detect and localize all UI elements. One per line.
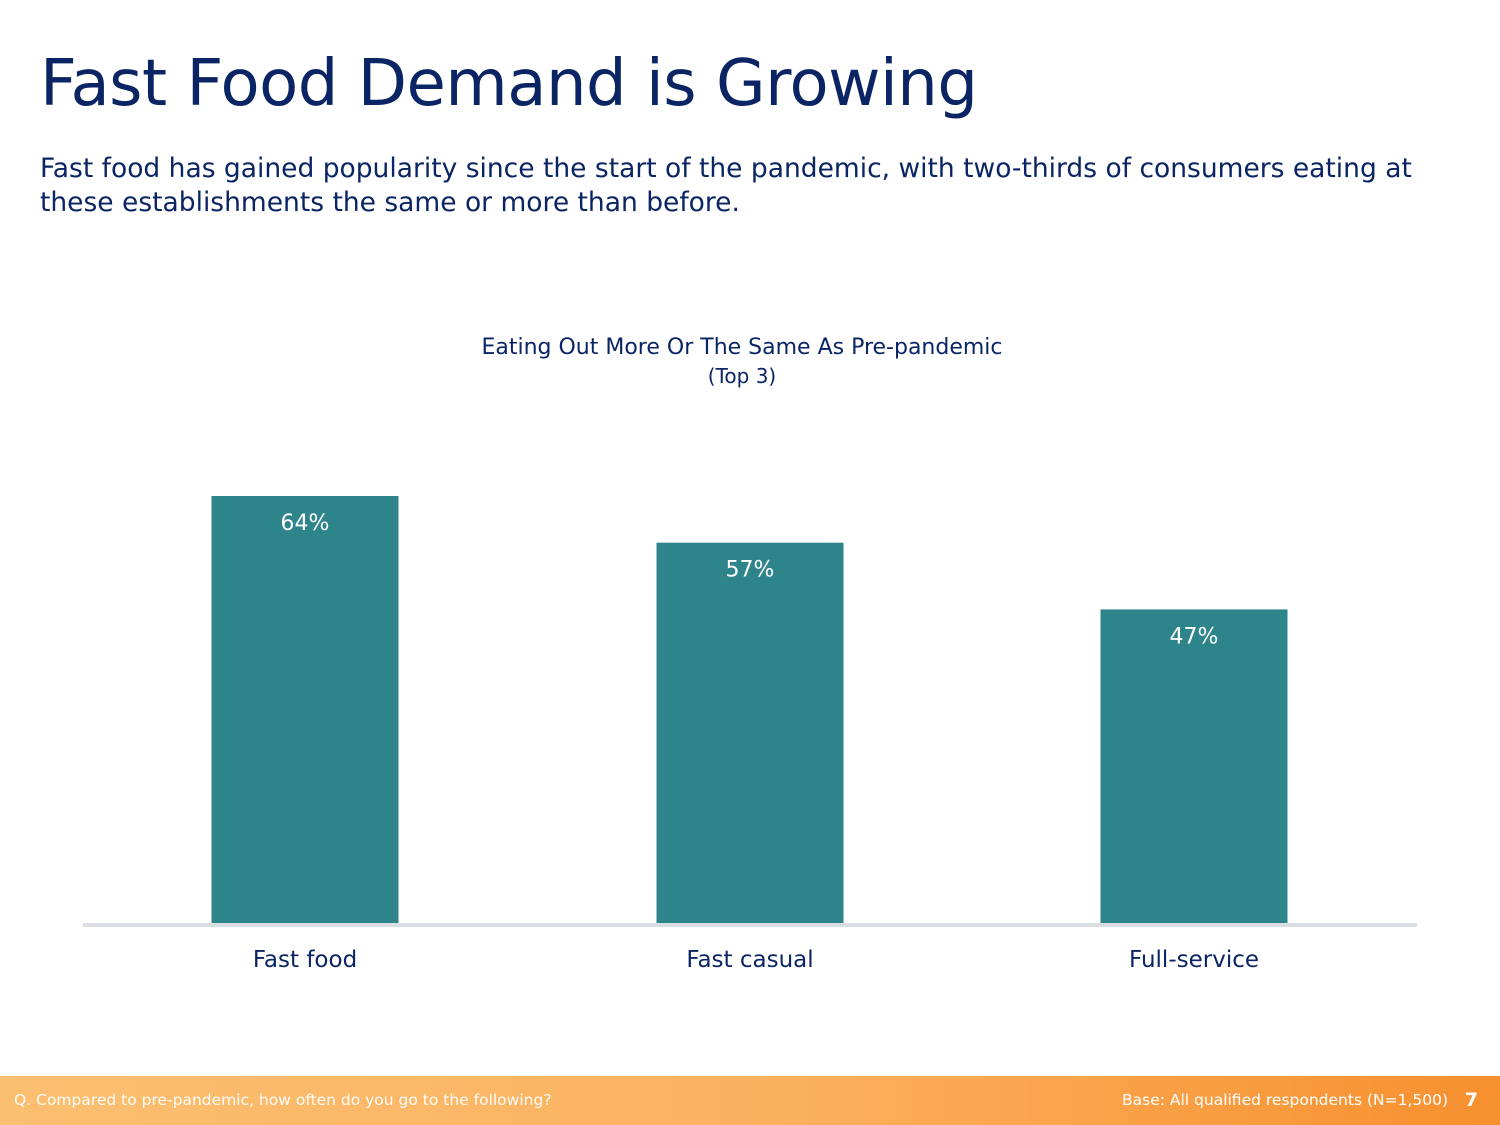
chart-title: Eating Out More Or The Same As Pre-pande… [481, 335, 1003, 360]
footer-bar: Q. Compared to pre-pandemic, how often d… [0, 1076, 1500, 1125]
labels-group: 64% Fast food 57% Fast casual 47% Full-servic… [253, 511, 1259, 973]
category-label: Full-service [1129, 947, 1259, 973]
category-label: Fast food [253, 947, 357, 973]
category-label: Fast casual [686, 947, 813, 973]
data-label: 64% [281, 511, 330, 536]
footer-question: Q. Compared to pre-pandemic, how often d… [14, 1091, 552, 1109]
bar-fast-casual [656, 542, 844, 923]
bar-chart: 64% Fast food 57% Fast casual 47% Full-servic… [83, 496, 1417, 973]
data-label: 57% [726, 558, 775, 583]
slide-title: Fast Food Demand is Growing [40, 47, 978, 121]
page-number: 7 [1464, 1089, 1478, 1111]
bars-group [211, 496, 1288, 923]
bar-fast-food [211, 496, 399, 923]
data-label: 47% [1170, 624, 1219, 649]
footer-base-note: Base: All qualified respondents (N=1,500… [1122, 1091, 1448, 1109]
bar-full-service [1100, 609, 1288, 923]
slide-subtitle: Fast food has gained popularity since th… [40, 153, 1412, 218]
chart-subtitle: (Top 3) [707, 364, 777, 388]
